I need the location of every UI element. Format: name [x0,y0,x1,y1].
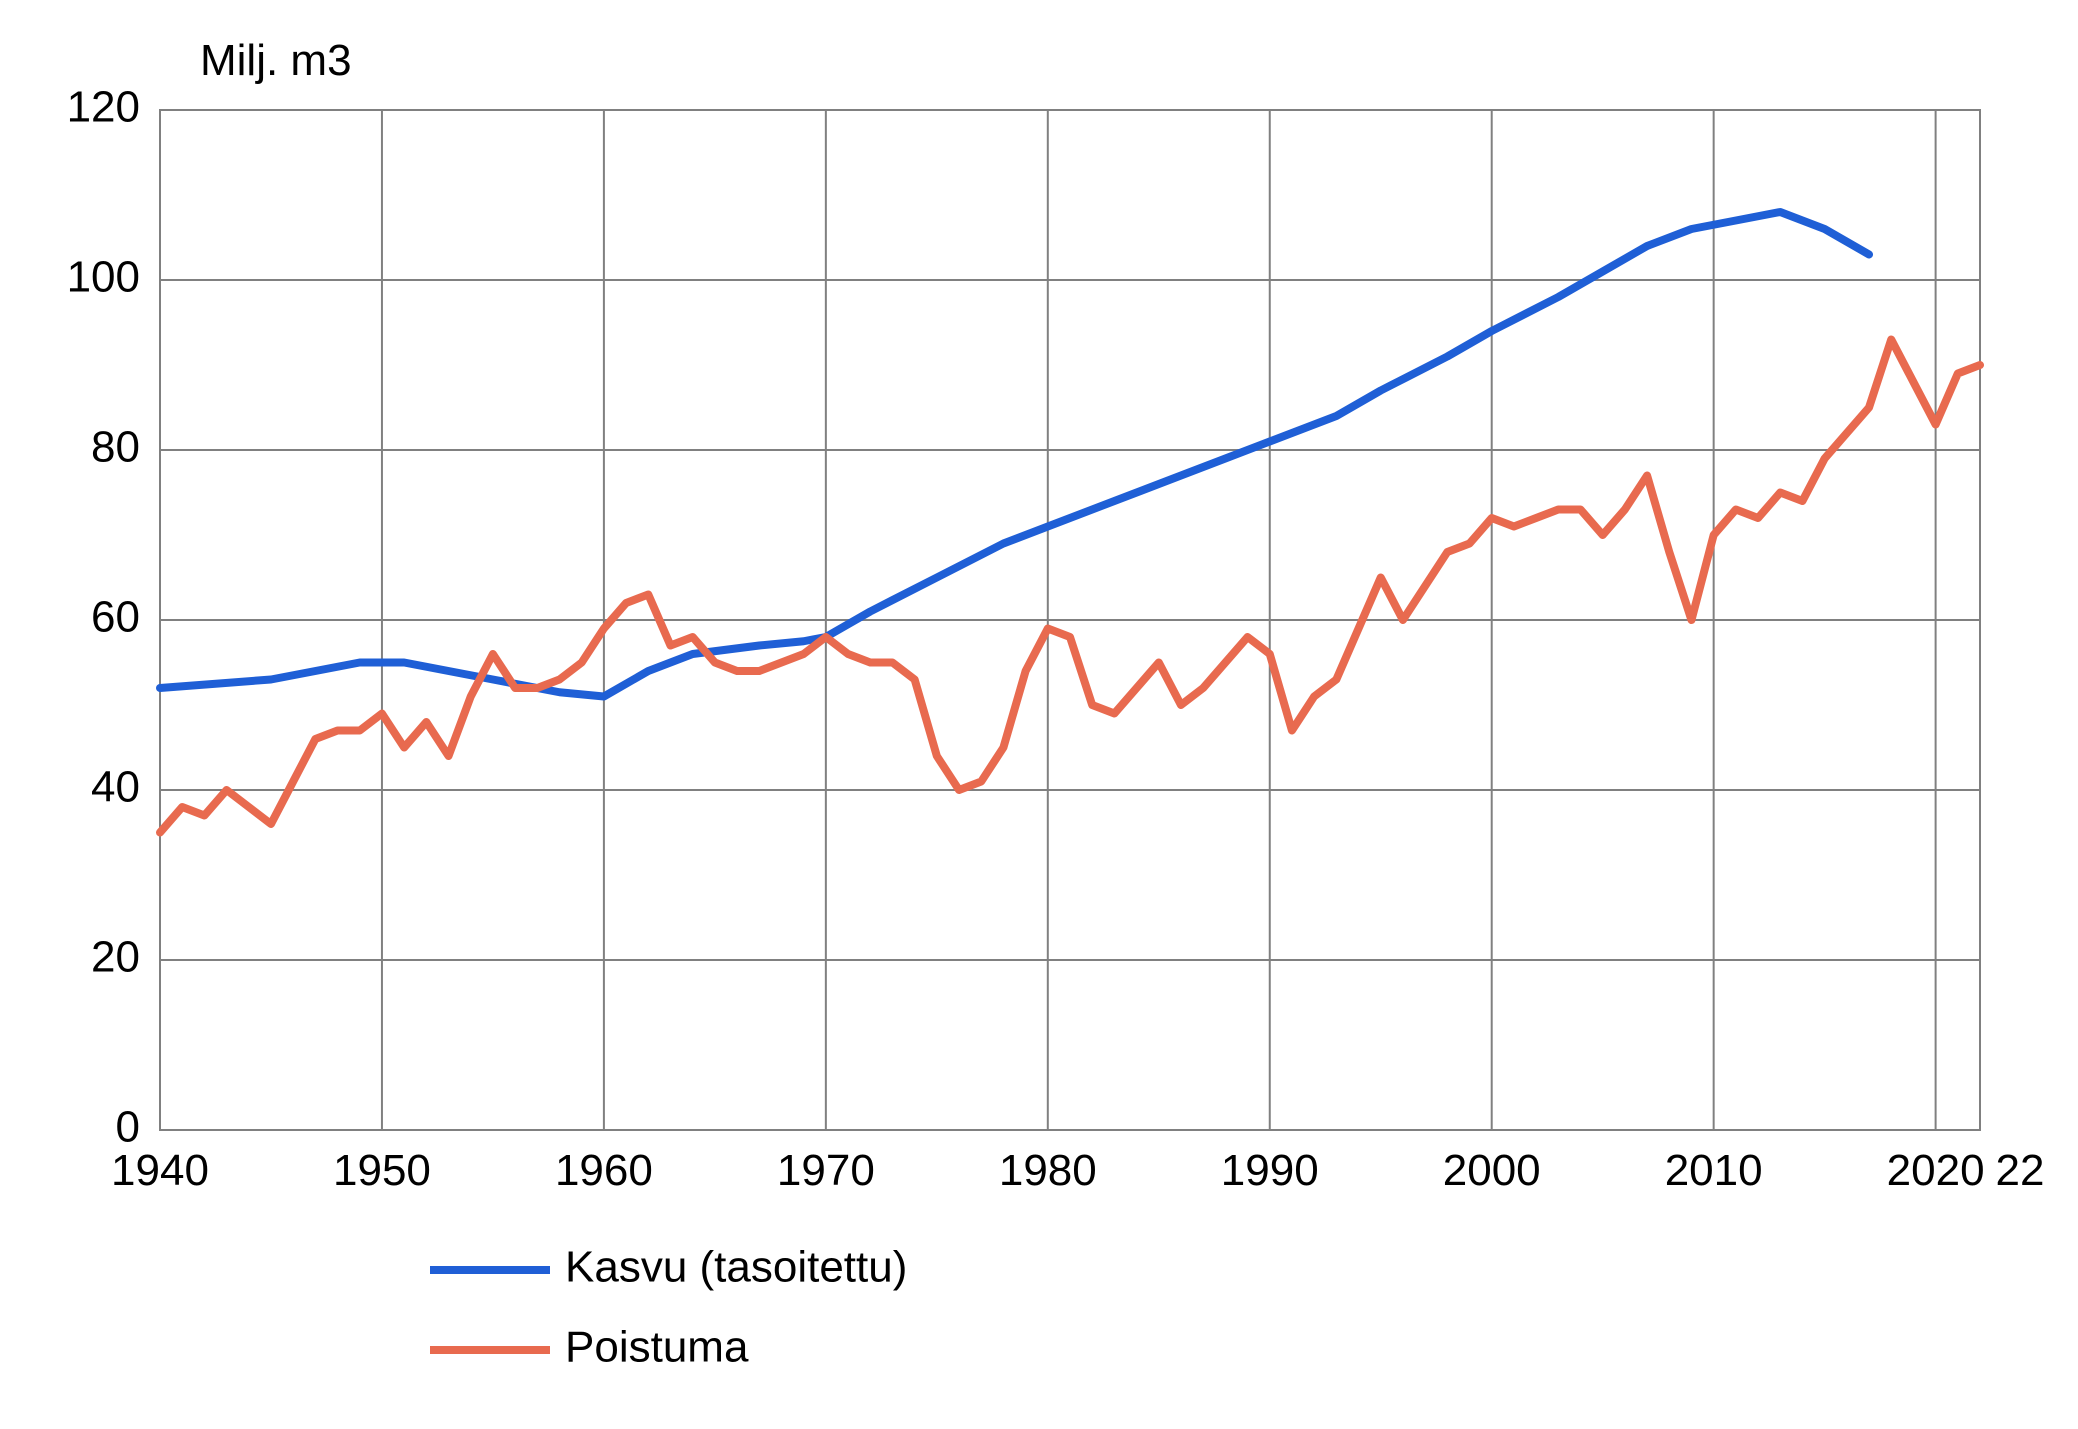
x-tick-label: 1990 [1221,1146,1319,1195]
x-tick-label: 2010 [1665,1146,1763,1195]
y-tick-label: 0 [116,1103,140,1152]
y-tick-label: 100 [67,253,140,302]
x-tick-label: 1970 [777,1146,875,1195]
x-tick-label: 2020 [1887,1146,1985,1195]
y-tick-label: 80 [91,423,140,472]
x-tick-label: 2000 [1443,1146,1541,1195]
y-tick-label: 120 [67,83,140,132]
legend-label-kasvu: Kasvu (tasoitettu) [565,1243,907,1292]
unit-label: Milj. m3 [200,36,352,85]
x-tick-label: 1940 [111,1146,209,1195]
x-tick-label: 1980 [999,1146,1097,1195]
x-tick-label: 1950 [333,1146,431,1195]
y-tick-label: 60 [91,593,140,642]
chart-svg: 0 20 40 60 80 100 120 1940 1950 1960 1970 1980 1990 2… [0,0,2078,1429]
y-tick-label: 20 [91,933,140,982]
legend-label-poistuma: Poistuma [565,1323,749,1372]
forest-growth-chart: 0 20 40 60 80 100 120 1940 1950 1960 1970 1980 1990 2… [0,0,2078,1429]
x-tick-label: 1960 [555,1146,653,1195]
y-tick-label: 40 [91,763,140,812]
x-end-label: 22 [1996,1146,2045,1195]
